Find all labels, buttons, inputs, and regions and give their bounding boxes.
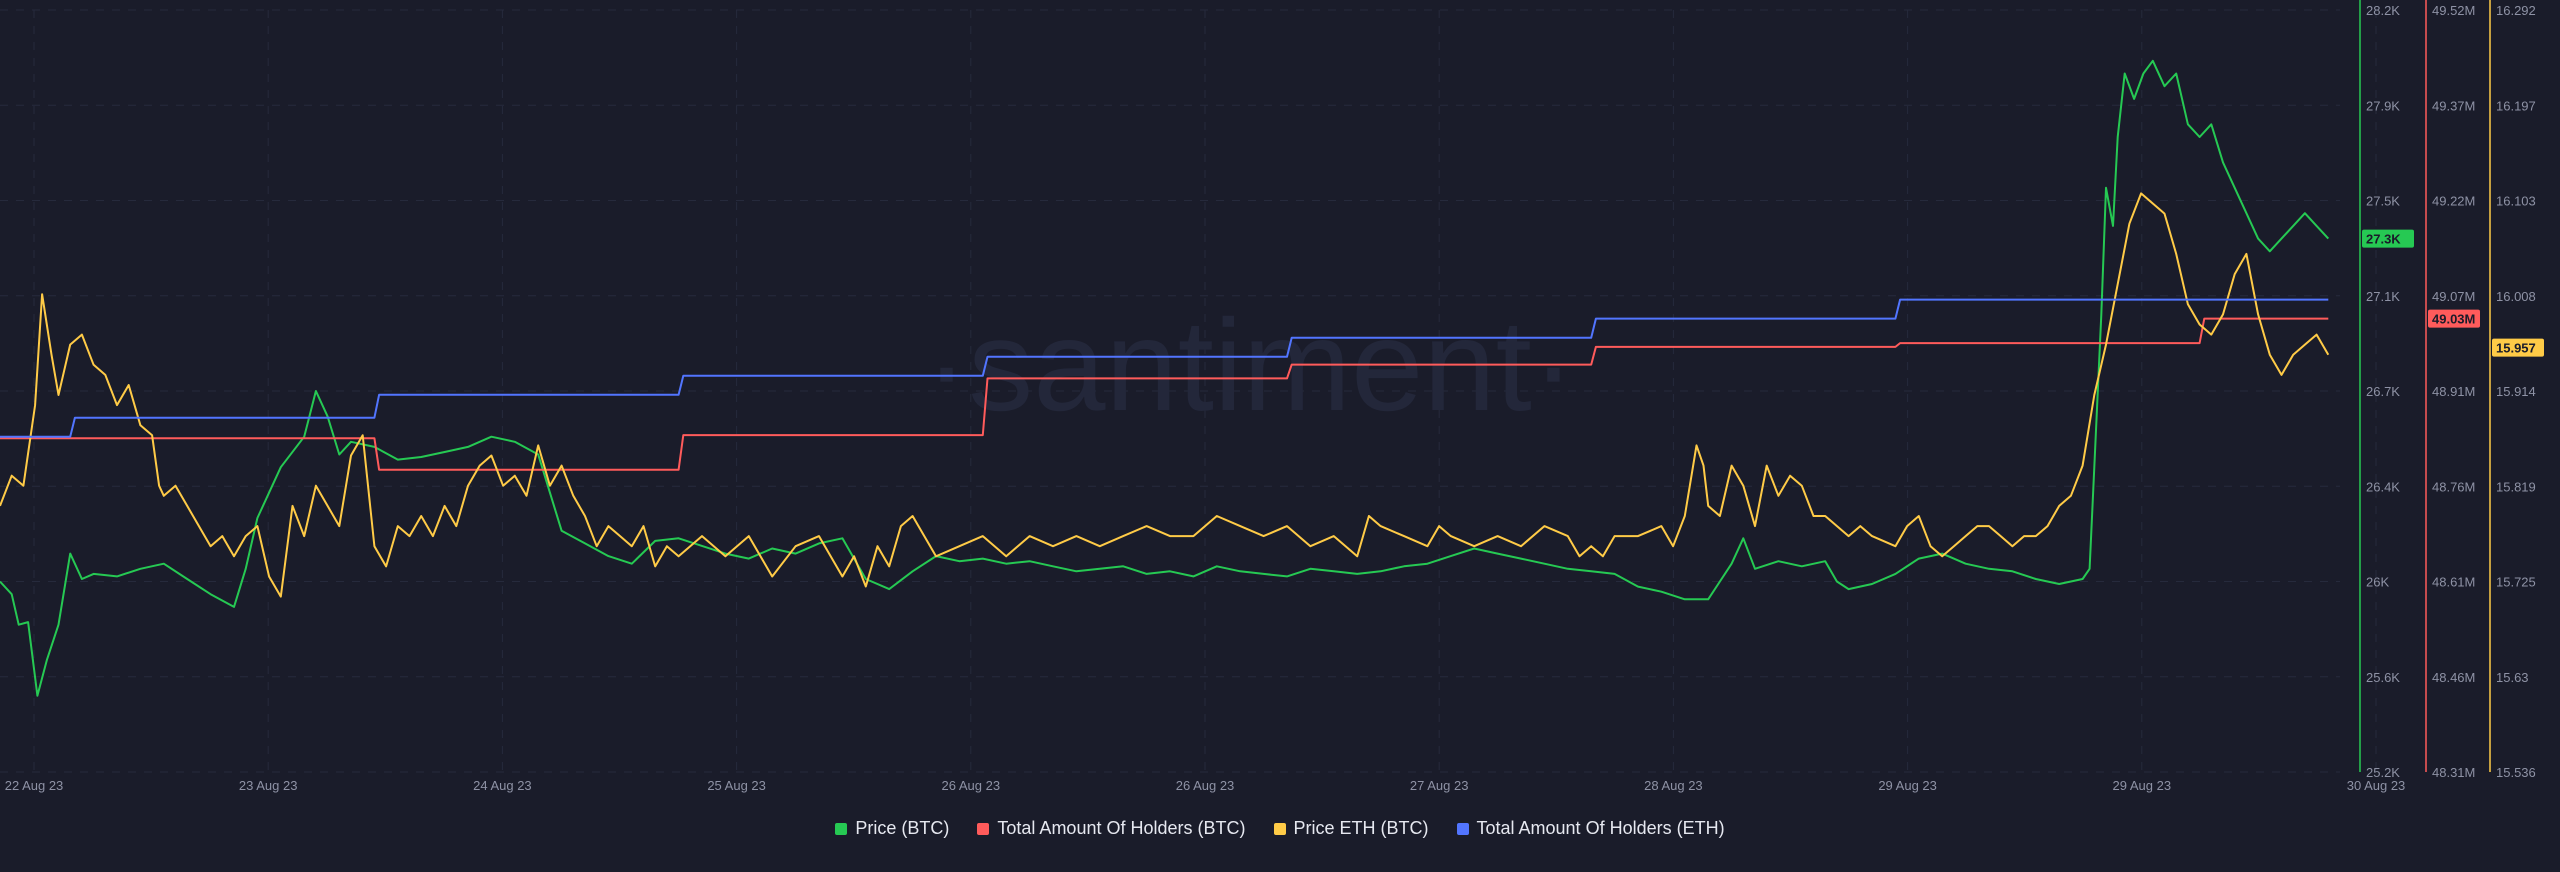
y-tick-label-eth_price_btc: 15.63 [2496, 670, 2529, 685]
y-tick-label-btc_holders: 49.52M [2432, 3, 2475, 18]
y-tick-label-btc_holders: 48.31M [2432, 765, 2475, 780]
y-tick-label-btc_holders: 49.07M [2432, 289, 2475, 304]
y-tick-label-btc_holders: 48.76M [2432, 479, 2475, 494]
x-tick-label: 30 Aug 23 [2347, 778, 2406, 793]
y-tick-label-btc_holders: 48.91M [2432, 384, 2475, 399]
y-tick-label-eth_price_btc: 15.914 [2496, 384, 2536, 399]
x-tick-label: 29 Aug 23 [1878, 778, 1937, 793]
x-tick-label: 26 Aug 23 [942, 778, 1001, 793]
y-tick-label-eth_price_btc: 16.008 [2496, 289, 2536, 304]
legend-label-holders-btc: Total Amount Of Holders (BTC) [997, 818, 1246, 838]
y-tick-label-btc_price: 26.4K [2366, 479, 2400, 494]
x-tick-label: 25 Aug 23 [707, 778, 766, 793]
y-tick-label-btc_holders: 49.22M [2432, 194, 2475, 209]
y-tick-label-eth_price_btc: 16.292 [2496, 3, 2536, 18]
legend: Price (BTC) Total Amount Of Holders (BTC… [0, 818, 2560, 839]
y-tick-label-btc_price: 25.2K [2366, 765, 2400, 780]
y-tick-label-btc_holders: 49.37M [2432, 98, 2475, 113]
series-line-eth_holders [0, 298, 2329, 438]
current-value-label-btc_holders: 49.03M [2432, 312, 2475, 327]
y-tick-label-btc_price: 26K [2366, 575, 2389, 590]
legend-label-holders-eth: Total Amount Of Holders (ETH) [1476, 818, 1725, 838]
legend-swatch-holders-btc [977, 822, 990, 835]
y-tick-label-btc_price: 27.5K [2366, 194, 2400, 209]
legend-item-holders-eth[interactable]: Total Amount Of Holders (ETH) [1456, 818, 1725, 839]
y-tick-label-eth_price_btc: 15.725 [2496, 575, 2536, 590]
y-tick-label-eth_price_btc: 15.819 [2496, 479, 2536, 494]
y-tick-label-eth_price_btc: 15.536 [2496, 765, 2536, 780]
x-tick-label: 29 Aug 23 [2113, 778, 2172, 793]
legend-swatch-price-btc [835, 822, 848, 835]
x-tick-label: 26 Aug 23 [1176, 778, 1235, 793]
series-line-eth_price_btc [0, 192, 2330, 598]
current-value-badge-eth_price_btc [2492, 338, 2544, 357]
y-tick-label-eth_price_btc: 16.197 [2496, 98, 2536, 113]
y-tick-label-btc_holders: 48.46M [2432, 670, 2475, 685]
y-tick-label-btc_price: 28.2K [2366, 3, 2400, 18]
current-value-label-eth_price_btc: 15.957 [2496, 341, 2536, 356]
label-layer: 22 Aug 23 23 Aug 23 24 Aug 23 25 Aug 23 26 A… [5, 3, 2544, 793]
x-tick-label: 27 Aug 23 [1410, 778, 1469, 793]
axis-layer [2359, 0, 2491, 772]
y-tick-label-btc_price: 26.7K [2366, 384, 2400, 399]
legend-label-price-eth-btc: Price ETH (BTC) [1293, 818, 1429, 838]
current-value-badge-btc_price [2362, 229, 2414, 248]
series-layer [0, 59, 2330, 697]
x-tick-label: 28 Aug 23 [1644, 778, 1703, 793]
series-line-btc_holders [0, 317, 2329, 471]
legend-swatch-price-eth-btc [1273, 822, 1286, 835]
legend-item-price-btc[interactable]: Price (BTC) [835, 818, 949, 839]
legend-item-price-eth-btc[interactable]: Price ETH (BTC) [1273, 818, 1429, 839]
x-tick-label: 23 Aug 23 [239, 778, 298, 793]
x-tick-label: 22 Aug 23 [5, 778, 64, 793]
y-tick-label-btc_price: 27.9K [2366, 98, 2400, 113]
y-tick-label-eth_price_btc: 16.103 [2496, 194, 2536, 209]
y-tick-label-btc_price: 25.6K [2366, 670, 2400, 685]
x-tick-label: 24 Aug 23 [473, 778, 532, 793]
grid-layer [0, 9, 2377, 773]
y-tick-label-btc_holders: 48.61M [2432, 575, 2475, 590]
legend-label-price-btc: Price (BTC) [855, 818, 950, 838]
current-value-badge-btc_holders [2428, 309, 2480, 328]
y-tick-label-btc_price: 27.1K [2366, 289, 2400, 304]
current-value-label-btc_price: 27.3K [2366, 232, 2401, 247]
series-line-btc_price [0, 59, 2330, 697]
legend-item-holders-btc[interactable]: Total Amount Of Holders (BTC) [977, 818, 1246, 839]
legend-swatch-holders-eth [1456, 822, 1469, 835]
